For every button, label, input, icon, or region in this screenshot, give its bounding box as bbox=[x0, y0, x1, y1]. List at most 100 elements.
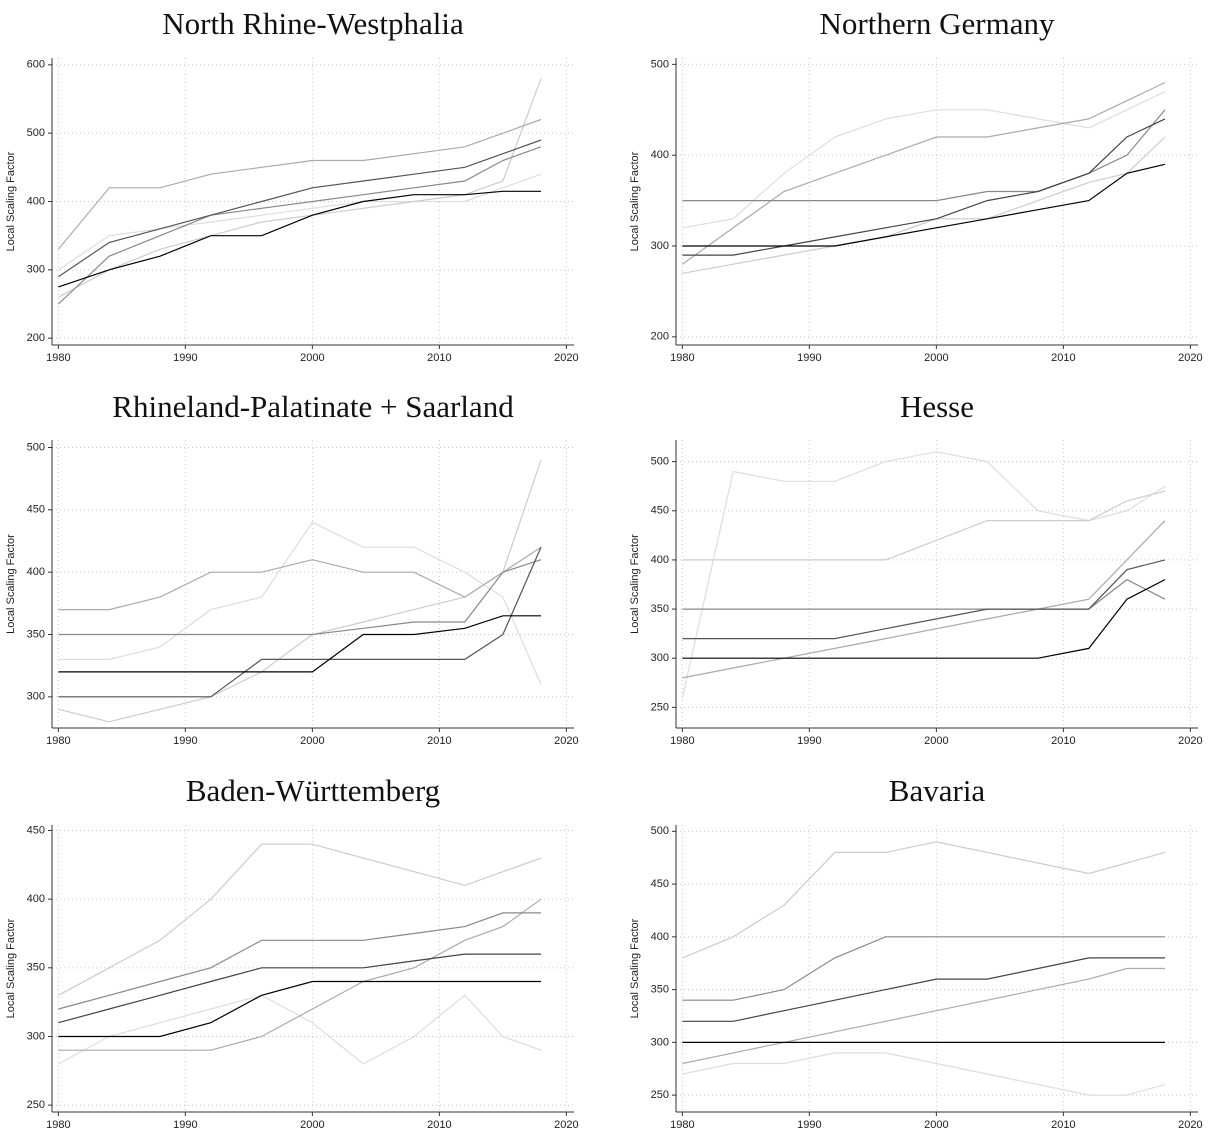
panel-title: Hesse bbox=[900, 389, 974, 424]
y-tick-label: 600 bbox=[27, 59, 45, 71]
series-line bbox=[682, 579, 1166, 659]
series-line bbox=[57, 118, 542, 250]
y-tick-label: 500 bbox=[651, 58, 669, 70]
panel: Northern Germany Local Scaling Factor 200 3… bbox=[629, 6, 1203, 364]
x-tick-label: 2010 bbox=[1051, 1119, 1075, 1131]
y-tick-label: 450 bbox=[27, 504, 45, 516]
series-line bbox=[682, 109, 1166, 202]
y-tick-label: 350 bbox=[651, 984, 669, 996]
series-line bbox=[682, 163, 1166, 247]
panel-title: Northern Germany bbox=[820, 6, 1055, 41]
x-tick-label: 2000 bbox=[924, 1119, 948, 1131]
y-tick-label: 450 bbox=[651, 505, 669, 517]
x-tick-label: 2010 bbox=[427, 1119, 451, 1131]
y-tick-label: 250 bbox=[651, 701, 669, 713]
series-line bbox=[681, 451, 1166, 698]
panel: Baden-Württemberg Local Scaling Factor 250… bbox=[5, 773, 579, 1131]
x-tick-label: 2020 bbox=[1178, 352, 1202, 364]
x-tick-label: 2020 bbox=[1178, 735, 1202, 747]
series-line bbox=[58, 459, 542, 723]
series-line bbox=[682, 136, 1166, 274]
y-tick-label: 300 bbox=[651, 652, 669, 664]
y-tick-label: 450 bbox=[651, 878, 669, 890]
y-tick-label: 400 bbox=[651, 149, 669, 161]
y-tick-label: 500 bbox=[651, 825, 669, 837]
y-tick-label: 500 bbox=[651, 456, 669, 468]
series-line bbox=[58, 559, 542, 636]
y-tick-label: 400 bbox=[651, 554, 669, 566]
y-axis-label: Local Scaling Factor bbox=[629, 534, 641, 634]
y-tick-label: 200 bbox=[27, 332, 45, 344]
series-line bbox=[682, 841, 1166, 959]
series-line bbox=[58, 546, 542, 698]
series-line bbox=[58, 843, 542, 996]
x-tick-label: 2020 bbox=[554, 1119, 578, 1131]
y-tick-label: 350 bbox=[27, 628, 45, 640]
series-line bbox=[58, 994, 542, 1065]
y-tick-label: 450 bbox=[27, 824, 45, 836]
x-tick-label: 1980 bbox=[670, 1119, 694, 1131]
x-tick-label: 1980 bbox=[46, 352, 70, 364]
x-tick-label: 2010 bbox=[1051, 352, 1075, 364]
series-line bbox=[58, 546, 542, 611]
series-line bbox=[58, 190, 541, 288]
series-line bbox=[58, 912, 541, 1010]
series-line bbox=[682, 81, 1166, 265]
x-tick-label: 2000 bbox=[300, 735, 324, 747]
series-line bbox=[58, 898, 542, 1051]
series-line bbox=[682, 559, 1166, 640]
x-tick-label: 1980 bbox=[670, 735, 694, 747]
series-line bbox=[58, 980, 541, 1038]
series-line bbox=[58, 521, 542, 685]
y-tick-label: 500 bbox=[27, 441, 45, 453]
y-axis-label: Local Scaling Factor bbox=[5, 534, 17, 634]
y-tick-label: 200 bbox=[651, 331, 669, 343]
x-tick-label: 1980 bbox=[46, 735, 70, 747]
x-tick-label: 1990 bbox=[797, 1119, 821, 1131]
y-tick-label: 300 bbox=[651, 1036, 669, 1048]
x-tick-label: 2010 bbox=[427, 352, 451, 364]
y-axis-label: Local Scaling Factor bbox=[629, 918, 641, 1018]
panel-title: Rhineland-Palatinate + Saarland bbox=[112, 389, 514, 424]
x-tick-label: 2000 bbox=[300, 352, 324, 364]
panel-title: North Rhine-Westphalia bbox=[162, 6, 464, 41]
y-tick-label: 300 bbox=[27, 691, 45, 703]
y-tick-label: 400 bbox=[651, 931, 669, 943]
panel-title: Bavaria bbox=[889, 773, 986, 808]
panel: Rhineland-Palatinate + Saarland Local Sca… bbox=[5, 389, 579, 747]
y-tick-label: 400 bbox=[27, 566, 45, 578]
x-tick-label: 1990 bbox=[797, 352, 821, 364]
series-line bbox=[682, 91, 1166, 229]
series-line bbox=[682, 967, 1165, 1065]
y-tick-label: 250 bbox=[27, 1099, 45, 1111]
y-axis-label: Local Scaling Factor bbox=[5, 918, 17, 1018]
x-tick-label: 2020 bbox=[554, 735, 578, 747]
y-tick-label: 350 bbox=[651, 603, 669, 615]
x-tick-label: 2010 bbox=[1051, 735, 1075, 747]
y-axis-label: Local Scaling Factor bbox=[5, 151, 17, 251]
panel: Bavaria Local Scaling Factor 250 300 350 400 4… bbox=[629, 773, 1203, 1131]
x-tick-label: 1990 bbox=[797, 735, 821, 747]
series-line bbox=[682, 957, 1165, 1022]
x-tick-label: 1990 bbox=[173, 352, 197, 364]
series-line bbox=[682, 936, 1165, 1001]
y-tick-label: 300 bbox=[27, 264, 45, 276]
x-tick-label: 1990 bbox=[173, 1119, 197, 1131]
series-line bbox=[58, 953, 541, 1024]
x-tick-label: 2000 bbox=[924, 735, 948, 747]
series-line bbox=[682, 118, 1166, 256]
y-tick-label: 300 bbox=[651, 240, 669, 252]
y-tick-label: 250 bbox=[651, 1089, 669, 1101]
panel-title: Baden-Württemberg bbox=[186, 773, 440, 808]
x-tick-label: 2020 bbox=[1178, 1119, 1202, 1131]
panel: North Rhine-Westphalia Local Scaling Fact… bbox=[5, 6, 579, 364]
x-tick-label: 1990 bbox=[173, 735, 197, 747]
x-tick-label: 2020 bbox=[554, 352, 578, 364]
y-tick-label: 400 bbox=[27, 893, 45, 905]
x-tick-label: 1980 bbox=[670, 352, 694, 364]
x-tick-label: 2010 bbox=[427, 735, 451, 747]
y-tick-label: 350 bbox=[27, 962, 45, 974]
x-tick-label: 2000 bbox=[300, 1119, 324, 1131]
y-axis-label: Local Scaling Factor bbox=[629, 151, 641, 251]
